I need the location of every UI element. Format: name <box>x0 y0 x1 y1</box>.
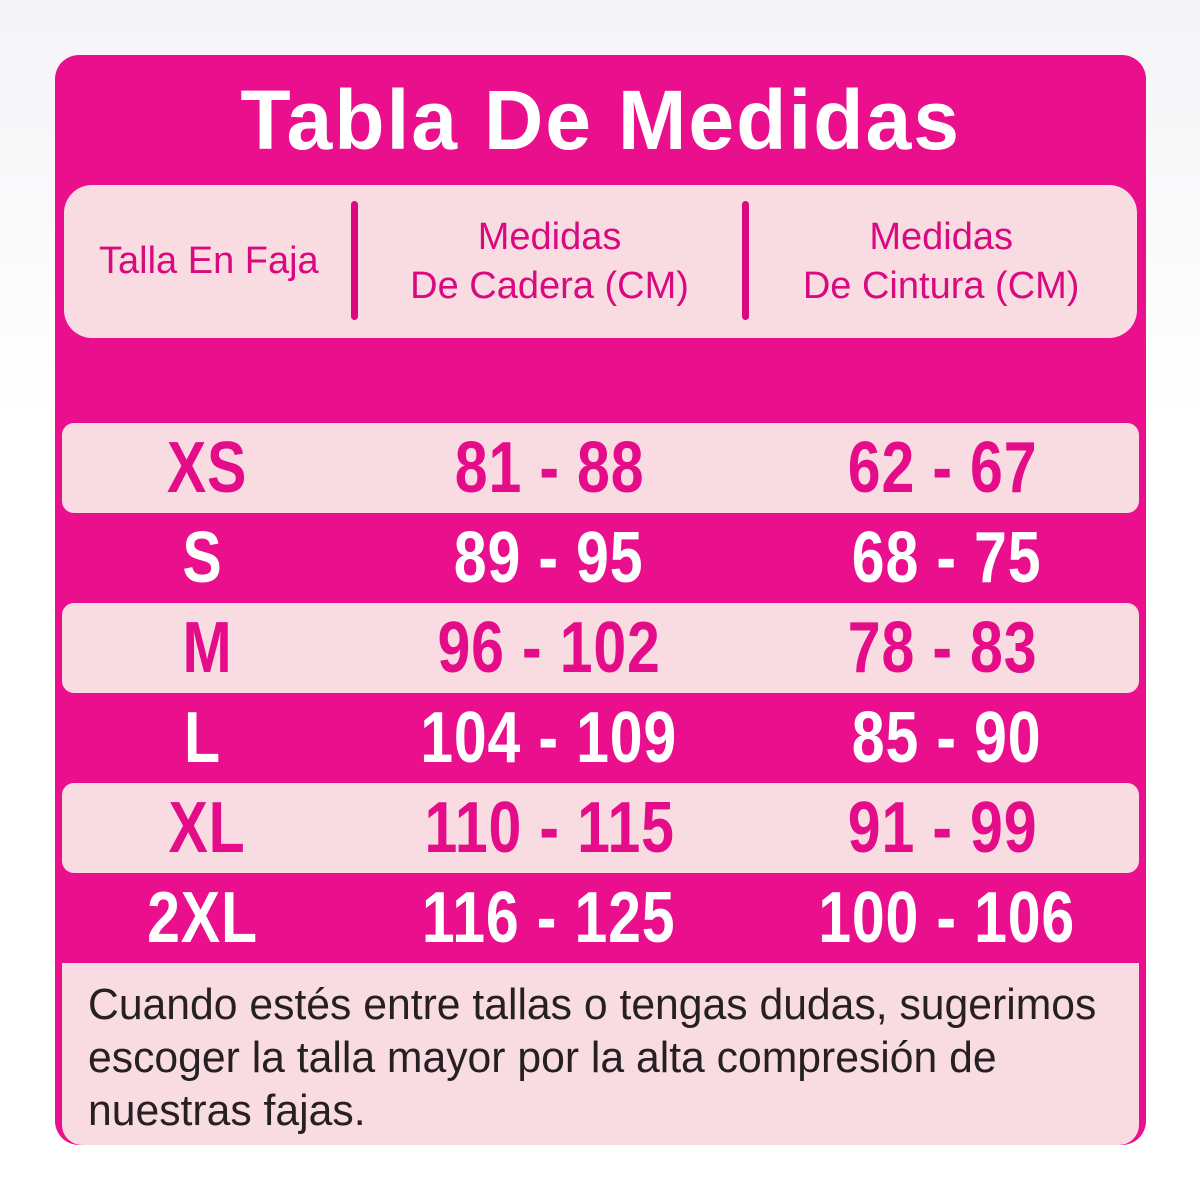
table-row-xs: XS 81 - 88 62 - 67 <box>62 423 1139 513</box>
cintura-value: 85 - 90 <box>852 698 1042 778</box>
cintura-value: 68 - 75 <box>852 518 1042 598</box>
note-line: nuestras fajas. <box>88 1085 366 1135</box>
cintura-value: 78 - 83 <box>847 608 1038 688</box>
cadera-value: 104 - 109 <box>420 698 678 778</box>
size-value: XL <box>168 788 246 868</box>
table-row-2xl: 2XL 116 - 125 100 - 106 <box>55 873 1146 963</box>
size-cell: XL <box>62 787 353 869</box>
cadera-cell: 116 - 125 <box>350 877 748 959</box>
cadera-cell: 96 - 102 <box>353 607 746 689</box>
size-cell: 2XL <box>55 877 350 959</box>
size-value: 2XL <box>146 878 258 958</box>
header-label: De Cintura (CM) <box>802 264 1080 307</box>
cintura-cell: 100 - 106 <box>748 877 1146 959</box>
note-box: Cuando estés entre tallas o tengas dudas… <box>62 963 1139 1145</box>
note-line: Cuando estés entre tallas o tengas dudas… <box>88 980 1097 1029</box>
size-cell: M <box>62 607 353 689</box>
cadera-value: 96 - 102 <box>437 608 661 688</box>
header-col-cintura: Medidas De Cintura (CM) <box>745 185 1137 338</box>
page-title: Tabla De Medidas <box>240 72 961 167</box>
column-divider <box>742 201 750 320</box>
cadera-value: 81 - 88 <box>454 428 645 508</box>
cadera-cell: 104 - 109 <box>350 697 748 779</box>
table-row-m: M 96 - 102 78 - 83 <box>62 603 1139 693</box>
cadera-cell: 89 - 95 <box>350 517 748 599</box>
size-value: L <box>183 698 221 778</box>
cadera-value: 89 - 95 <box>453 518 644 598</box>
size-value: M <box>182 608 233 688</box>
note-line: escoger la talla mayor por la alta compr… <box>88 1032 997 1082</box>
cintura-cell: 85 - 90 <box>748 697 1146 779</box>
cadera-value: 110 - 115 <box>424 788 675 868</box>
header-label: De Cadera (CM) <box>410 264 689 307</box>
header-col-cadera: Medidas De Cadera (CM) <box>354 185 746 338</box>
title-band: Tabla De Medidas <box>55 55 1146 185</box>
table-row-xl: XL 110 - 115 91 - 99 <box>62 783 1139 873</box>
cintura-value: 62 - 67 <box>847 428 1038 508</box>
header-label: Medidas <box>477 215 622 258</box>
cadera-value: 116 - 125 <box>421 878 676 958</box>
header-col-talla: Talla En Faja <box>64 185 354 338</box>
column-divider <box>350 201 358 320</box>
size-chart-panel: Tabla De Medidas Talla En Faja Medidas D… <box>55 55 1146 1145</box>
size-value: S <box>182 518 223 598</box>
cintura-cell: 91 - 99 <box>746 787 1139 869</box>
magenta-spacer-band <box>55 338 1146 423</box>
size-value: XS <box>167 428 248 508</box>
table-row-l: L 104 - 109 85 - 90 <box>55 693 1146 783</box>
cintura-cell: 68 - 75 <box>748 517 1146 599</box>
header-label: Talla En Faja <box>99 240 319 283</box>
cintura-value: 91 - 99 <box>847 788 1038 868</box>
cintura-cell: 78 - 83 <box>746 607 1139 689</box>
size-cell: XS <box>62 427 353 509</box>
cadera-cell: 81 - 88 <box>353 427 746 509</box>
cintura-cell: 62 - 67 <box>746 427 1139 509</box>
header-label: Medidas <box>869 215 1013 258</box>
table-row-s: S 89 - 95 68 - 75 <box>55 513 1146 603</box>
table-header: Talla En Faja Medidas De Cadera (CM) Med… <box>64 185 1137 338</box>
cadera-cell: 110 - 115 <box>353 787 746 869</box>
cintura-value: 100 - 106 <box>818 878 1076 958</box>
size-cell: S <box>55 517 350 599</box>
size-cell: L <box>55 697 350 779</box>
